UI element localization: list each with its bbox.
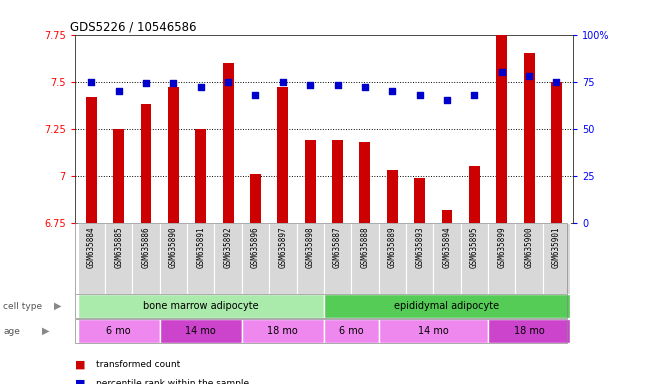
- Text: GSM635901: GSM635901: [552, 226, 561, 268]
- Text: 14 mo: 14 mo: [418, 326, 449, 336]
- Text: GSM635898: GSM635898: [306, 226, 314, 268]
- Text: ▶: ▶: [42, 326, 50, 336]
- Bar: [434, 223, 461, 294]
- Bar: [132, 223, 159, 294]
- Bar: [214, 223, 242, 294]
- Bar: [441, 210, 452, 223]
- Bar: [296, 223, 324, 294]
- Bar: [469, 166, 480, 223]
- Text: GSM635896: GSM635896: [251, 226, 260, 268]
- Text: cell type: cell type: [3, 302, 42, 311]
- Bar: [195, 129, 206, 223]
- Text: GSM635885: GSM635885: [114, 226, 123, 268]
- Bar: [86, 97, 97, 223]
- Bar: [168, 87, 179, 223]
- Text: GSM635892: GSM635892: [223, 226, 232, 268]
- Bar: [324, 223, 352, 294]
- Bar: [516, 223, 543, 294]
- Bar: [461, 223, 488, 294]
- Bar: [305, 140, 316, 223]
- Bar: [242, 319, 324, 343]
- Bar: [488, 223, 516, 294]
- Bar: [324, 319, 379, 343]
- Text: GSM635893: GSM635893: [415, 226, 424, 268]
- Point: [387, 88, 398, 94]
- Point: [360, 84, 370, 90]
- Text: GSM635888: GSM635888: [361, 226, 369, 268]
- Point: [250, 92, 260, 98]
- Text: age: age: [3, 327, 20, 336]
- Bar: [488, 319, 570, 343]
- Text: ■: ■: [75, 379, 85, 384]
- Bar: [324, 294, 570, 318]
- Text: 18 mo: 18 mo: [268, 326, 298, 336]
- Text: 6 mo: 6 mo: [106, 326, 131, 336]
- Bar: [379, 223, 406, 294]
- Bar: [105, 223, 132, 294]
- Bar: [277, 87, 288, 223]
- Text: GSM635899: GSM635899: [497, 226, 506, 268]
- Point: [195, 84, 206, 90]
- Point: [497, 69, 507, 75]
- Text: 18 mo: 18 mo: [514, 326, 544, 336]
- Bar: [387, 170, 398, 223]
- Bar: [113, 129, 124, 223]
- Text: GSM635891: GSM635891: [196, 226, 205, 268]
- Point: [305, 82, 315, 88]
- Point: [141, 80, 151, 86]
- Point: [524, 73, 534, 79]
- Text: transformed count: transformed count: [96, 360, 180, 369]
- Text: 14 mo: 14 mo: [186, 326, 216, 336]
- Bar: [242, 223, 269, 294]
- Bar: [159, 223, 187, 294]
- Bar: [223, 63, 234, 223]
- Bar: [159, 319, 242, 343]
- Bar: [187, 223, 214, 294]
- Bar: [359, 142, 370, 223]
- Bar: [141, 104, 152, 223]
- Bar: [77, 294, 324, 318]
- Text: GSM635897: GSM635897: [279, 226, 287, 268]
- Point: [333, 82, 343, 88]
- Text: GDS5226 / 10546586: GDS5226 / 10546586: [70, 20, 197, 33]
- Text: bone marrow adipocyte: bone marrow adipocyte: [143, 301, 258, 311]
- Bar: [77, 319, 159, 343]
- Text: 6 mo: 6 mo: [339, 326, 363, 336]
- Text: ■: ■: [75, 360, 85, 370]
- Bar: [523, 53, 534, 223]
- Bar: [543, 223, 570, 294]
- Text: GSM635887: GSM635887: [333, 226, 342, 268]
- Text: GSM635895: GSM635895: [470, 226, 479, 268]
- Bar: [551, 82, 562, 223]
- Text: epididymal adipocyte: epididymal adipocyte: [395, 301, 499, 311]
- Text: ▶: ▶: [54, 301, 62, 311]
- Point: [469, 92, 480, 98]
- Point: [551, 79, 562, 85]
- Point: [86, 79, 96, 85]
- Bar: [414, 177, 425, 223]
- Point: [168, 80, 178, 86]
- Bar: [332, 140, 343, 223]
- Bar: [496, 31, 507, 223]
- Point: [223, 79, 233, 85]
- Text: GSM635890: GSM635890: [169, 226, 178, 268]
- Point: [442, 98, 452, 104]
- Bar: [379, 319, 488, 343]
- Text: GSM635886: GSM635886: [141, 226, 150, 268]
- Text: GSM635894: GSM635894: [443, 226, 452, 268]
- Bar: [250, 174, 261, 223]
- Text: GSM635900: GSM635900: [525, 226, 534, 268]
- Text: GSM635889: GSM635889: [388, 226, 396, 268]
- Point: [277, 79, 288, 85]
- Bar: [352, 223, 379, 294]
- Text: GSM635884: GSM635884: [87, 226, 96, 268]
- Point: [415, 92, 425, 98]
- Bar: [406, 223, 434, 294]
- Bar: [269, 223, 296, 294]
- Text: percentile rank within the sample: percentile rank within the sample: [96, 379, 249, 384]
- Point: [113, 88, 124, 94]
- Bar: [77, 223, 105, 294]
